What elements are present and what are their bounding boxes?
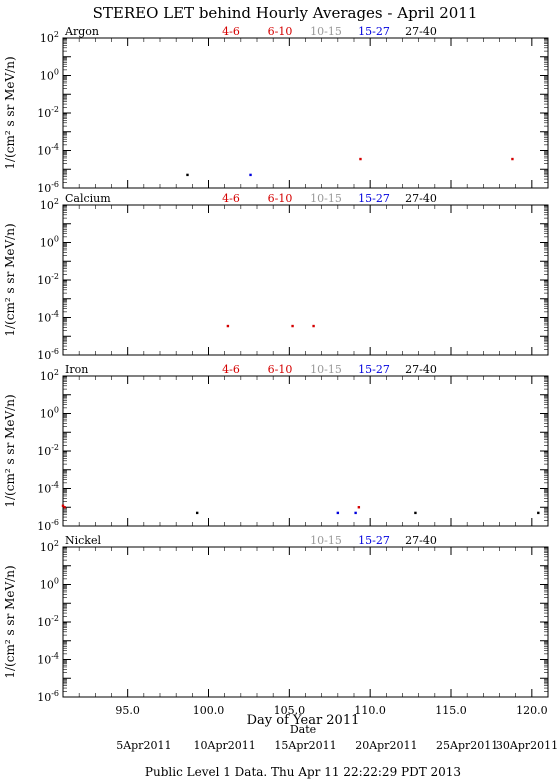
- x-tick-label: 105.0: [274, 704, 306, 717]
- legend-4-6: 4-6: [222, 192, 240, 205]
- y-axis-label: 1/(cm² s sr MeV/n): [3, 56, 17, 169]
- x-axis-label: Day of Year 2011: [247, 713, 360, 728]
- date-tick-label: 5Apr2011: [116, 739, 171, 752]
- y-tick-label: 100: [40, 577, 59, 592]
- legend-15-27: 15-27: [358, 534, 390, 547]
- legend-15-27: 15-27: [358, 363, 390, 376]
- y-axis-label: 1/(cm² s sr MeV/n): [3, 565, 17, 678]
- legend-27-40: 27-40: [405, 363, 437, 376]
- date-axis-label: Date: [290, 723, 316, 736]
- data-point-15-27: [354, 511, 357, 515]
- x-tick-label: 110.0: [354, 704, 386, 717]
- panel-calcium: Calcium 4-6 6-10 10-15 15-27 27-40 10-6 10-4 10-…: [3, 192, 549, 362]
- legend-6-10: 6-10: [268, 192, 293, 205]
- y-tick-label: 102: [40, 368, 59, 383]
- y-axis-label: 1/(cm² s sr MeV/n): [3, 223, 17, 336]
- data-point-15-27: [336, 511, 340, 515]
- data-point-27-40: [186, 173, 189, 177]
- y-tick-label: 102: [40, 30, 59, 45]
- date-tick-label: 10Apr2011: [194, 739, 256, 752]
- data-point-4-6: [359, 157, 362, 161]
- legend-27-40: 27-40: [405, 25, 437, 38]
- y-tick-label: 100: [40, 406, 59, 421]
- legend-10-15: 10-15: [310, 25, 342, 38]
- panel-nickel: Nickel 10-15 15-27 27-40 10-6 10-4 10-2 100 102 1…: [3, 534, 549, 717]
- y-tick-label: 10-4: [37, 310, 59, 325]
- x-tick-label: 95.0: [115, 704, 140, 717]
- data-point-27-40: [537, 511, 540, 515]
- element-label: Iron: [65, 363, 88, 376]
- legend-15-27: 15-27: [358, 25, 390, 38]
- y-tick-label: 102: [40, 539, 59, 554]
- data-point-4-6: [61, 504, 65, 507]
- data-point-6-10: [357, 506, 361, 509]
- y-axis-label: 1/(cm² s sr MeV/n): [3, 394, 17, 507]
- y-tick-label: 102: [40, 197, 59, 212]
- legend-27-40: 27-40: [405, 534, 437, 547]
- x-tick-label: 115.0: [435, 704, 467, 717]
- legend-6-10: 6-10: [268, 25, 293, 38]
- legend-6-10: 6-10: [268, 363, 293, 376]
- data-point-6-10: [63, 506, 66, 509]
- y-tick-label: 10-4: [37, 652, 59, 667]
- plot-frame: [62, 37, 549, 189]
- y-tick-label: 100: [40, 68, 59, 83]
- y-tick-label: 10-2: [37, 272, 59, 287]
- date-tick-label: 15Apr2011: [274, 739, 336, 752]
- element-label: Nickel: [65, 534, 101, 547]
- y-tick-label: 10-2: [37, 105, 59, 120]
- y-tick-label: 10-4: [37, 481, 59, 496]
- data-point-15-27: [249, 173, 252, 177]
- y-tick-label: 10-6: [37, 180, 59, 195]
- y-tick-label: 10-6: [37, 689, 59, 704]
- legend-27-40: 27-40: [405, 192, 437, 205]
- legend-15-27: 15-27: [358, 192, 390, 205]
- panel-iron: Iron 4-6 6-10 10-15 15-27 27-40 10-6 10-4 10-2 10…: [3, 363, 549, 533]
- plot-frame: [62, 546, 549, 698]
- chart-title: STEREO LET behind Hourly Averages - Apri…: [93, 4, 478, 22]
- y-tick-label: 10-6: [37, 347, 59, 362]
- data-point-27-40: [414, 511, 417, 515]
- data-point-27-40: [195, 511, 199, 515]
- date-tick-label: 30Apr2011: [496, 739, 558, 752]
- element-label: Calcium: [65, 192, 111, 205]
- data-point-4-6: [312, 324, 315, 328]
- legend-10-15: 10-15: [310, 363, 342, 376]
- element-label: Argon: [64, 25, 99, 38]
- legend-10-15: 10-15: [310, 534, 342, 547]
- footer-text: Public Level 1 Data. Thu Apr 11 22:22:29…: [145, 765, 461, 779]
- data-point-4-6: [226, 324, 230, 328]
- legend-4-6: 4-6: [222, 363, 240, 376]
- x-tick-label: 100.0: [193, 704, 225, 717]
- legend-4-6: 4-6: [222, 25, 240, 38]
- data-point-4-6: [291, 324, 294, 328]
- y-tick-label: 10-6: [37, 518, 59, 533]
- legend-10-15: 10-15: [310, 192, 342, 205]
- y-tick-label: 100: [40, 235, 59, 250]
- y-tick-label: 10-2: [37, 614, 59, 629]
- data-point-4-6: [511, 157, 514, 161]
- date-tick-label: 25Apr2011: [436, 739, 498, 752]
- panel-argon: Argon 4-6 6-10 10-15 15-27 27-40 10-6 10-4 10-2 1…: [3, 25, 549, 195]
- plot-frame: [62, 375, 549, 527]
- y-tick-label: 10-4: [37, 143, 59, 158]
- x-tick-label: 120.0: [516, 704, 548, 717]
- plot-frame: [62, 204, 549, 356]
- y-tick-label: 10-2: [37, 443, 59, 458]
- date-tick-label: 20Apr2011: [355, 739, 417, 752]
